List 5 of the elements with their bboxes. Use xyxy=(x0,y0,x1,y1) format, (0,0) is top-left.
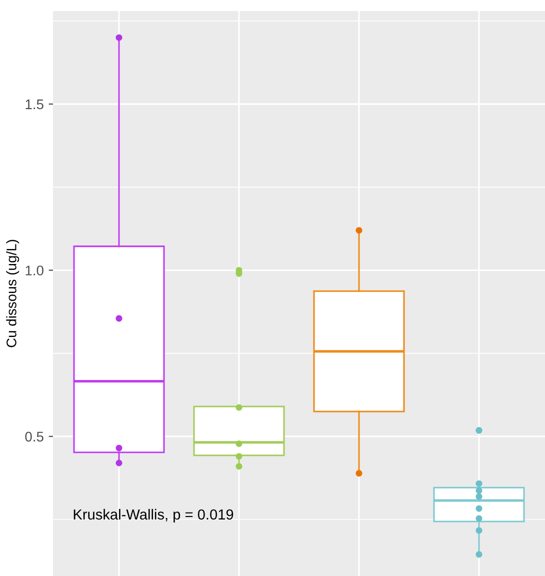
annotation: Kruskal-Wallis, p = 0.019 xyxy=(74,508,234,523)
y-tick-label: 1.5 xyxy=(26,100,44,110)
y-tick-label: 0.5 xyxy=(25,432,44,442)
y-axis-title: Cu dissous (ug/L) xyxy=(6,240,20,348)
y-tick-label: 1.0 xyxy=(26,266,44,276)
